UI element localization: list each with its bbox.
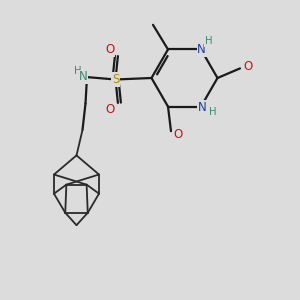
Text: N: N [197, 101, 206, 114]
Text: H: H [74, 66, 82, 76]
Text: N: N [78, 70, 87, 83]
Text: O: O [173, 128, 182, 141]
Text: H: H [205, 36, 212, 46]
Text: S: S [112, 73, 119, 86]
Text: H: H [209, 107, 216, 117]
Text: N: N [197, 43, 206, 56]
Text: O: O [105, 43, 114, 56]
Text: O: O [105, 103, 114, 116]
Text: O: O [243, 60, 252, 73]
